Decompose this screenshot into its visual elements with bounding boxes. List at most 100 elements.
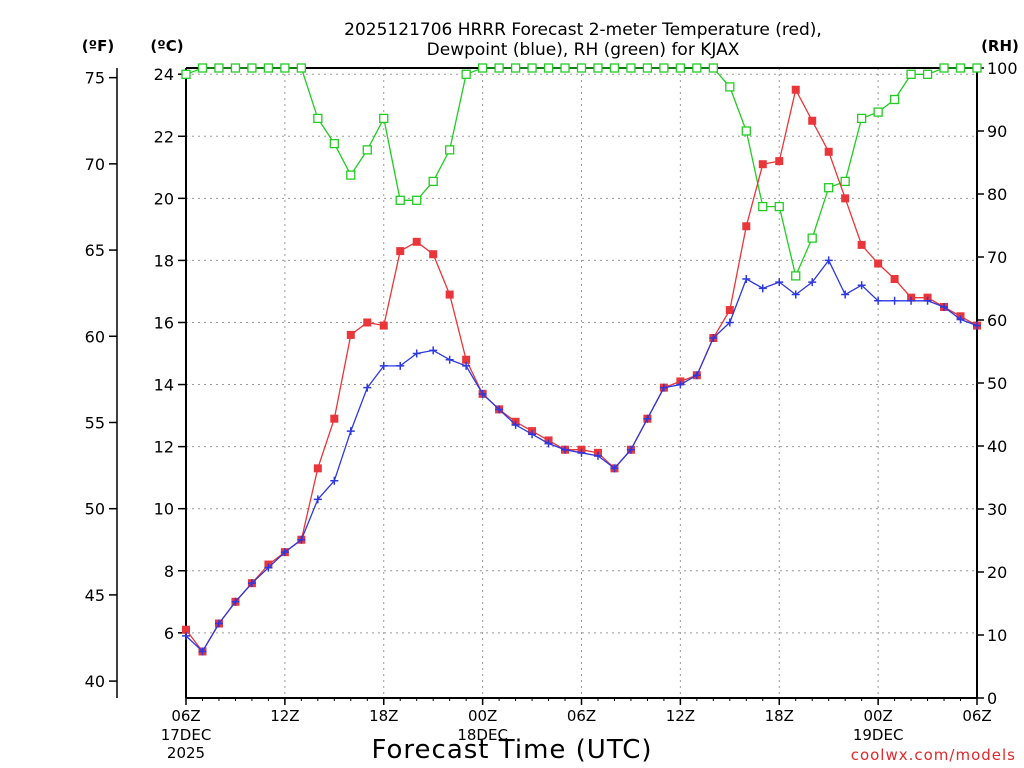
celsius-tick-label: 16 (154, 313, 174, 332)
dewpoint-point (923, 296, 932, 305)
dewpoint-point (709, 334, 718, 342)
rh-point (510, 63, 521, 73)
rh-point (346, 170, 356, 180)
credit-link[interactable]: coolwx.com/models (851, 746, 1016, 764)
rh-point (412, 195, 422, 205)
rh-tick-label: 70 (987, 248, 1007, 267)
rh-point (329, 138, 339, 149)
celsius-tick-label: 18 (154, 251, 174, 270)
temperature-point (857, 240, 866, 249)
rh-tick-label: 10 (987, 626, 1007, 645)
x-tick-label: 06Z (567, 707, 596, 725)
temperature-point (396, 247, 405, 256)
dewpoint-point (742, 275, 751, 284)
rh-point (873, 107, 883, 117)
dewpoint-point (214, 619, 223, 628)
dewpoint-point (247, 579, 256, 588)
temperature-point (330, 414, 339, 423)
temperature-point (412, 237, 421, 246)
rh-point (692, 63, 702, 73)
rh-point (840, 176, 850, 187)
celsius-tick-label: 6 (164, 624, 174, 643)
temperature-point (758, 160, 767, 169)
x-tick-label: 06Z (962, 707, 991, 725)
rh-point (708, 63, 718, 73)
dewpoint-point (791, 290, 800, 299)
rh-point (230, 63, 241, 73)
unit-rh-label: (RH) (981, 37, 1019, 55)
dewpoint-point (264, 563, 273, 572)
rh-point (560, 63, 570, 73)
dewpoint-point (412, 349, 421, 358)
temperature-point (874, 259, 883, 268)
rh-tick-label: 0 (987, 689, 997, 708)
dewpoint-point (495, 405, 504, 414)
temperature-point (808, 116, 817, 125)
rh-tick-label: 90 (987, 122, 1007, 141)
dewpoint-point (643, 414, 652, 423)
dewpoint-point (659, 383, 668, 392)
rh-tick-label: 50 (987, 374, 1007, 393)
rh-point (280, 63, 290, 73)
rh-point (247, 63, 257, 73)
rh-point (181, 69, 191, 79)
temperature-point (725, 306, 734, 315)
rh-point (659, 63, 669, 73)
rh-point (395, 195, 405, 205)
celsius-tick-label: 8 (164, 562, 174, 581)
rh-point (824, 183, 834, 193)
fahrenheit-tick-label: 55 (85, 413, 105, 432)
rh-point (889, 94, 900, 105)
temperature-point (841, 194, 850, 203)
dewpoint-point (593, 451, 602, 460)
rh-point (906, 69, 916, 79)
temperature-point (824, 147, 833, 156)
dewpoint-point (676, 380, 685, 389)
temperature-point (445, 290, 454, 299)
unit-fahrenheit-label: (ºF) (82, 37, 114, 55)
dewpoint-point (478, 389, 487, 398)
rh-point (428, 176, 438, 187)
dewpoint-point (396, 361, 405, 370)
temperature-point (462, 355, 471, 364)
x-tick-date-label: 17DEC (161, 726, 212, 744)
dewpoint-point (198, 647, 207, 656)
dewpoint-point (692, 371, 701, 380)
celsius-tick-label: 14 (154, 376, 174, 395)
dewpoint-point (280, 548, 289, 557)
x-tick-label: 18Z (765, 707, 794, 725)
dewpoint-point (297, 535, 306, 544)
chart-title-line2: Dewpoint (blue), RH (green) for KJAX (427, 40, 740, 60)
x-axis-title: Forecast Time (UTC) (371, 735, 652, 765)
celsius-tick-label: 10 (154, 500, 174, 519)
unit-celsius-label: (ºC) (150, 37, 183, 55)
rh-point (461, 69, 471, 79)
dewpoint-point (462, 361, 471, 370)
rh-point (445, 145, 455, 155)
rh-point (856, 113, 867, 124)
rh-tick-label: 40 (987, 437, 1007, 456)
fahrenheit-tick-label: 50 (85, 500, 105, 519)
dewpoint-point (808, 278, 817, 287)
rh-point (675, 63, 686, 73)
temperature-point (775, 157, 784, 166)
fahrenheit-tick-label: 45 (85, 586, 105, 605)
rh-point (626, 63, 636, 73)
temperature-point (346, 330, 355, 339)
dewpoint-point (429, 346, 438, 355)
fahrenheit-tick-label: 75 (85, 69, 105, 88)
dewpoint-point (445, 355, 454, 364)
dewpoint-point (561, 445, 570, 454)
chart-title-line1: 2025121706 HRRR Forecast 2-meter Tempera… (344, 20, 822, 40)
rh-point (494, 63, 504, 73)
temperature-point (182, 625, 190, 634)
temperature-point (363, 318, 372, 327)
rh-tick-label: 20 (987, 563, 1007, 582)
dewpoint-point (775, 278, 784, 287)
tick-labels: 40 45 50 55 60 65 70 75 6 8 10 12 14 16 18 20 22 24 0 10 20 3… (85, 59, 1018, 762)
rh-point (922, 69, 933, 79)
dewpoint-point (511, 420, 520, 429)
rh-point (972, 63, 982, 73)
dewpoint-point (363, 383, 372, 392)
dewpoint-point (907, 296, 916, 305)
